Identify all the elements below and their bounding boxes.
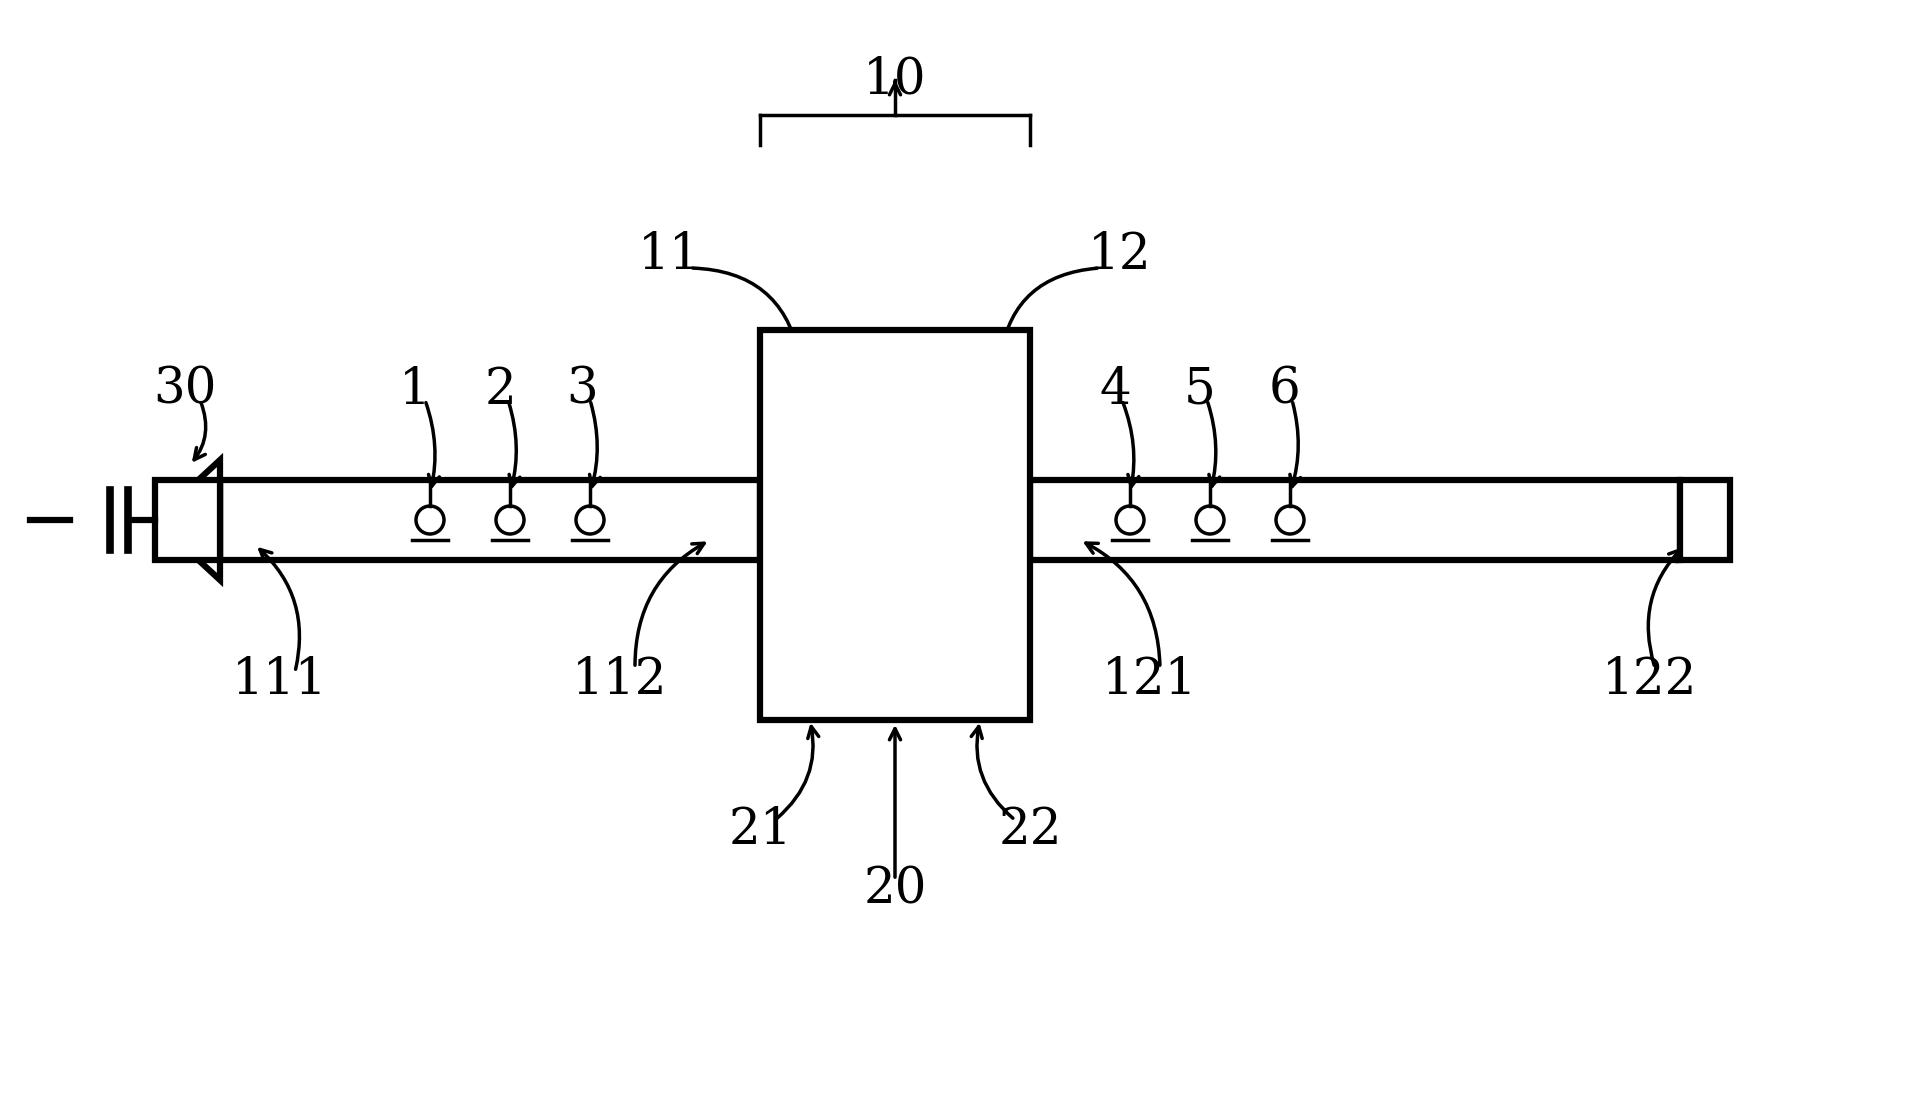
Text: 121: 121 bbox=[1102, 655, 1198, 705]
Circle shape bbox=[1277, 506, 1303, 534]
Text: 5: 5 bbox=[1185, 365, 1215, 415]
Circle shape bbox=[496, 506, 524, 534]
Bar bbox=[760, 330, 1030, 720]
Circle shape bbox=[415, 506, 444, 534]
Text: 2: 2 bbox=[484, 365, 517, 415]
Bar bbox=[220, 480, 760, 560]
Circle shape bbox=[1196, 506, 1223, 534]
Bar bbox=[155, 480, 220, 560]
Bar bbox=[1030, 480, 1680, 560]
Text: 10: 10 bbox=[863, 55, 926, 105]
Circle shape bbox=[1116, 506, 1145, 534]
Text: 112: 112 bbox=[572, 655, 668, 705]
Text: 20: 20 bbox=[863, 865, 926, 914]
Text: 11: 11 bbox=[637, 231, 702, 280]
Text: 12: 12 bbox=[1089, 231, 1152, 280]
Text: 21: 21 bbox=[727, 805, 792, 855]
Text: 122: 122 bbox=[1602, 655, 1698, 705]
Text: 3: 3 bbox=[567, 365, 597, 415]
Text: 22: 22 bbox=[999, 805, 1062, 855]
Text: 30: 30 bbox=[153, 365, 216, 415]
Bar bbox=[1680, 480, 1730, 560]
Text: 4: 4 bbox=[1099, 365, 1131, 415]
Circle shape bbox=[576, 506, 605, 534]
Polygon shape bbox=[155, 460, 220, 580]
Text: 1: 1 bbox=[398, 365, 431, 415]
Text: 6: 6 bbox=[1269, 365, 1302, 415]
Text: 111: 111 bbox=[232, 655, 327, 705]
